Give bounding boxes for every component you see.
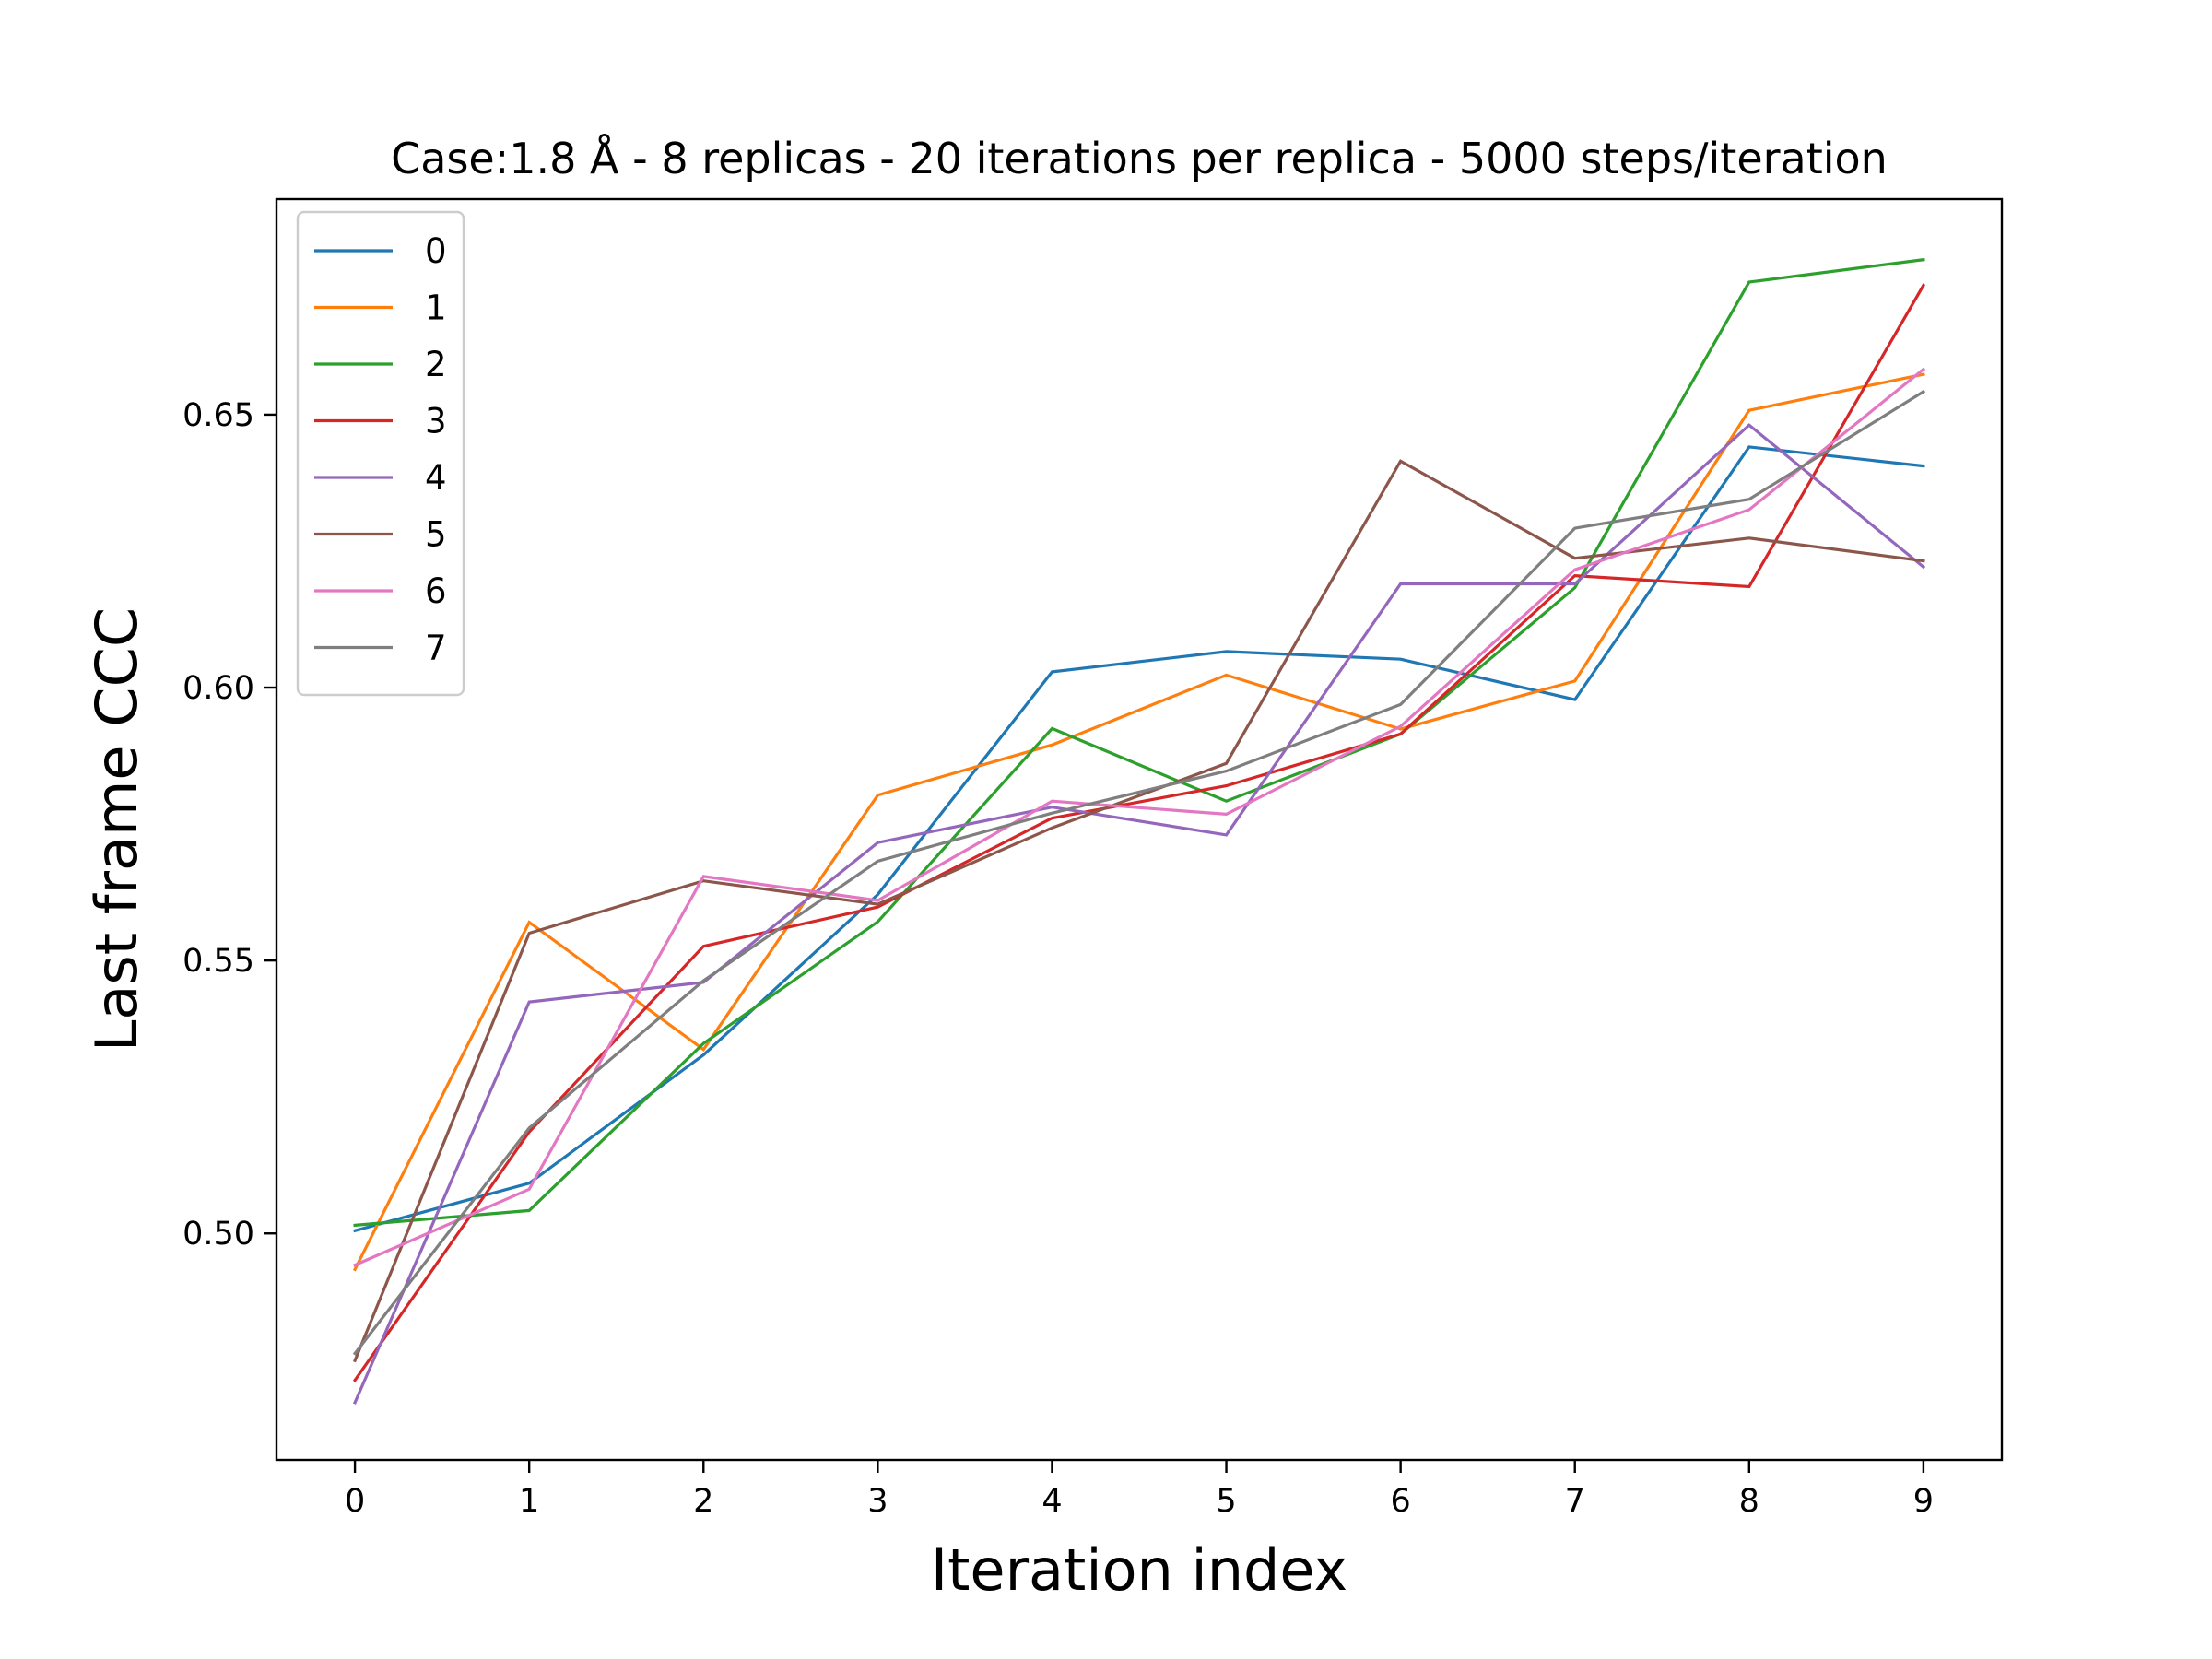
- x-tick-label: 8: [1739, 1483, 1759, 1520]
- chart-title: Case:1.8 Å - 8 replicas - 20 iterations …: [391, 134, 1888, 183]
- x-axis-label: Iteration index: [931, 1536, 1347, 1604]
- x-tick-label: 0: [345, 1483, 365, 1520]
- x-tick-label: 4: [1041, 1483, 1062, 1520]
- legend-label-6: 6: [425, 571, 447, 611]
- legend-label-5: 5: [425, 515, 447, 555]
- y-tick-label: 0.55: [182, 943, 254, 980]
- x-tick-label: 7: [1565, 1483, 1585, 1520]
- legend-label-1: 1: [425, 288, 447, 328]
- x-tick-label: 1: [519, 1483, 539, 1520]
- x-tick-label: 2: [693, 1483, 713, 1520]
- series-line-5: [353, 459, 1925, 1363]
- x-tick-label: 6: [1390, 1483, 1410, 1520]
- plot-frame: [275, 197, 2004, 1462]
- series-line-3: [352, 283, 1926, 1382]
- y-axis-ticks: 0.50 0.55 0.60 0.65: [182, 397, 276, 1253]
- y-tick-label: 0.50: [182, 1216, 254, 1253]
- series-line-0: [353, 445, 1925, 1233]
- series-line-4: [352, 423, 1926, 1405]
- y-axis-label: Last frame CCC: [83, 607, 150, 1052]
- legend-label-3: 3: [425, 402, 447, 441]
- x-tick-label: 3: [867, 1483, 888, 1520]
- legend-label-0: 0: [425, 231, 447, 271]
- y-tick-label: 0.60: [182, 670, 254, 707]
- plot-lines: [352, 257, 1926, 1405]
- legend: 0 1 2 3 4 5 6 7: [296, 210, 465, 697]
- legend-label-4: 4: [425, 458, 447, 498]
- x-axis-ticks: 0 1 2 3 4 5 6 7 8 9: [345, 1460, 1934, 1520]
- legend-label-2: 2: [425, 345, 447, 384]
- legend-box: [296, 210, 465, 697]
- y-tick-label: 0.65: [182, 397, 254, 434]
- series-line-1: [352, 372, 1925, 1272]
- x-tick-label: 5: [1216, 1483, 1236, 1520]
- series-line-2: [353, 257, 1925, 1228]
- legend-label-7: 7: [425, 629, 447, 668]
- series-line-6: [352, 367, 1926, 1267]
- x-tick-label: 9: [1913, 1483, 1934, 1520]
- series-line-7: [352, 389, 1926, 1356]
